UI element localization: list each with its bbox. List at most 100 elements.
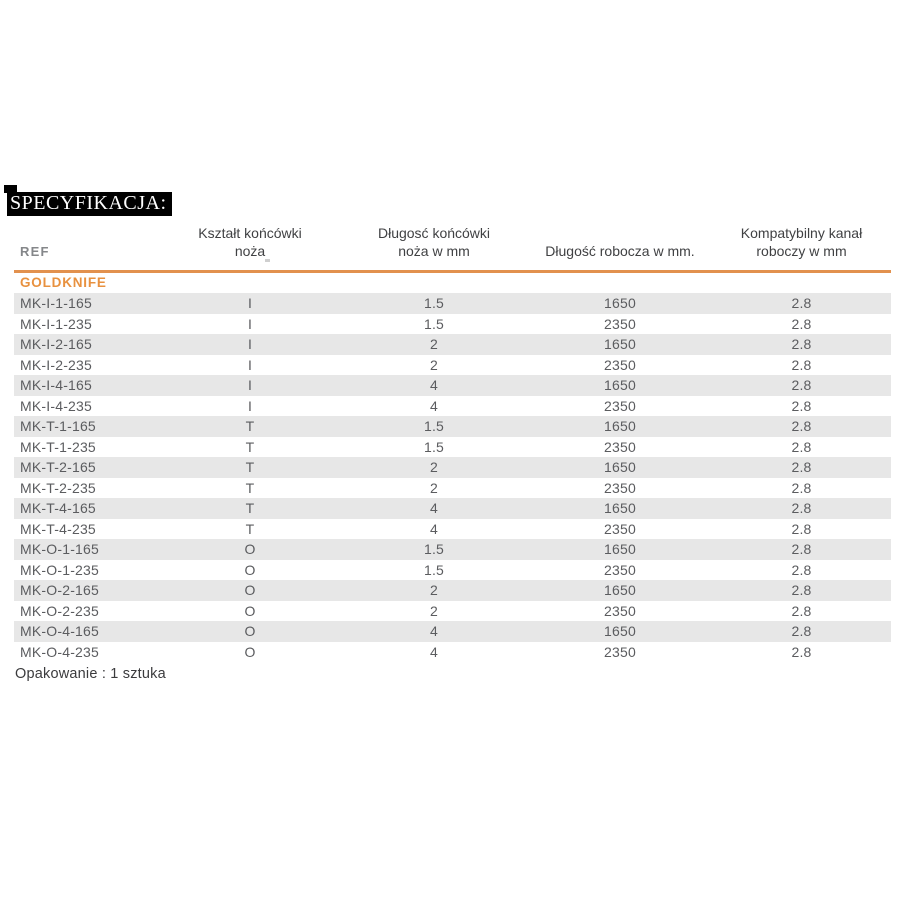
table-row: MK-T-1-165 T 1.5 1650 2.8 [14,416,891,437]
tip-length-cell: 1.5 [340,293,528,314]
ref-cell: MK-I-1-235 [20,315,93,332]
working-length-cell: 2350 [604,602,636,619]
working-length-cell: 1650 [528,580,712,601]
channel-cell: 2.8 [712,498,891,519]
tip-shape-cell: O [244,602,256,619]
table-row: MK-I-2-165 I 2 1650 2.8 [14,334,891,355]
working-length-cell: 2350 [604,561,636,578]
tip-shape-cell: T [160,457,340,478]
column-header-tip-shape: Kształt końcówki noża [160,220,340,273]
ref-cell: MK-I-1-165 [14,293,160,314]
ref-cell: MK-O-1-165 [14,539,160,560]
tip-length-cell: 2 [430,356,438,373]
tip-length-cell: 4 [430,643,438,660]
tip-length-cell: 2 [430,479,438,496]
working-length-cell: 1650 [528,539,712,560]
working-length-cell: 1650 [528,498,712,519]
table-body: MK-I-1-165 I 1.5 1650 2.8 MK-I-1-235 I 1.5 2350 2… [14,293,891,662]
tip-length-cell: 2 [430,602,438,619]
working-length-cell: 1650 [528,293,712,314]
channel-cell: 2.8 [791,356,812,373]
working-length-cell: 2350 [604,397,636,414]
table-row: MK-I-4-165 I 4 1650 2.8 [14,375,891,396]
tip-shape-cell: I [160,375,340,396]
packaging-note: Opakowanie : 1 sztuka [15,666,166,682]
ref-cell: MK-O-4-235 [20,643,100,660]
channel-cell: 2.8 [712,580,891,601]
ref-cell: MK-T-1-165 [14,416,160,437]
tip-length-cell: 1.5 [423,561,445,578]
tip-length-cell: 1.5 [340,416,528,437]
tip-shape-cell: I [160,293,340,314]
table-row: MK-T-1-235 T 1.5 2350 2.8 [14,437,891,458]
tip-length-cell: 4 [340,621,528,642]
table-row: MK-I-4-235 I 4 2350 2.8 [14,396,891,417]
ref-cell: MK-I-4-165 [14,375,160,396]
channel-cell: 2.8 [712,375,891,396]
working-length-cell: 2350 [604,520,636,537]
tip-length-cell: 2 [340,580,528,601]
tip-length-cell: 2 [340,334,528,355]
channel-cell: 2.8 [712,416,891,437]
working-length-cell: 2350 [604,643,636,660]
tip-length-cell: 4 [340,498,528,519]
working-length-cell: 2350 [604,438,636,455]
channel-cell: 2.8 [712,334,891,355]
column-header-ref: REF [14,220,160,273]
tip-length-cell: 1.5 [340,539,528,560]
table-row: MK-T-4-235 T 4 2350 2.8 [14,519,891,540]
table-row: MK-O-4-235 O 4 2350 2.8 [14,642,891,663]
working-length-cell: 1650 [528,375,712,396]
tip-shape-cell: I [247,397,253,414]
tip-shape-cell: T [245,479,255,496]
tip-shape-cell: T [160,416,340,437]
tip-shape-cell: O [160,539,340,560]
tip-shape-cell: I [247,356,253,373]
column-header-tip-length: Długosć końcówki noża w mm [340,220,528,273]
tip-shape-cell: O [160,580,340,601]
table-row: MK-T-2-235 T 2 2350 2.8 [14,478,891,499]
tip-shape-cell: O [244,643,256,660]
table-row: MK-T-2-165 T 2 1650 2.8 [14,457,891,478]
table-row: MK-T-4-165 T 4 1650 2.8 [14,498,891,519]
ref-cell: MK-O-2-165 [14,580,160,601]
working-length-cell: 1650 [528,457,712,478]
tip-shape-cell: T [160,498,340,519]
table-row: MK-I-2-235 I 2 2350 2.8 [14,355,891,376]
tip-length-cell: 4 [430,520,438,537]
table-row: MK-I-1-165 I 1.5 1650 2.8 [14,293,891,314]
ref-cell: MK-T-4-165 [14,498,160,519]
channel-cell: 2.8 [712,621,891,642]
ref-cell: MK-T-2-235 [20,479,96,496]
table-row: MK-O-2-165 O 2 1650 2.8 [14,580,891,601]
working-length-cell: 1650 [528,334,712,355]
page-title: SPECYFIKACJA: [7,192,172,216]
tip-shape-cell: O [160,621,340,642]
ref-cell: MK-T-2-165 [14,457,160,478]
channel-cell: 2.8 [712,539,891,560]
working-length-cell: 2350 [604,315,636,332]
tip-length-cell: 4 [430,397,438,414]
ref-cell: MK-I-2-235 [20,356,93,373]
channel-cell: 2.8 [712,457,891,478]
ref-cell: MK-T-4-235 [20,520,96,537]
table-header-row: REF Kształt końcówki noża Długosć końców… [14,220,891,273]
channel-cell: 2.8 [791,315,812,332]
specification-table: REF Kształt końcówki noża Długosć końców… [14,220,891,662]
working-length-cell: 1650 [528,416,712,437]
channel-cell: 2.8 [791,602,812,619]
channel-cell: 2.8 [791,438,812,455]
channel-cell: 2.8 [712,293,891,314]
ref-cell: MK-O-4-165 [14,621,160,642]
title-box-artifact [4,185,17,193]
table-row: MK-O-2-235 O 2 2350 2.8 [14,601,891,622]
ref-cell: MK-T-1-235 [20,438,96,455]
channel-cell: 2.8 [791,520,812,537]
tip-shape-cell: I [160,334,340,355]
channel-cell: 2.8 [791,397,812,414]
ref-cell: MK-O-2-235 [20,602,100,619]
tip-shape-cell: T [245,438,255,455]
tip-length-cell: 1.5 [423,438,445,455]
brand-label: GOLDKNIFE [14,271,891,293]
tip-length-cell: 1.5 [423,315,445,332]
